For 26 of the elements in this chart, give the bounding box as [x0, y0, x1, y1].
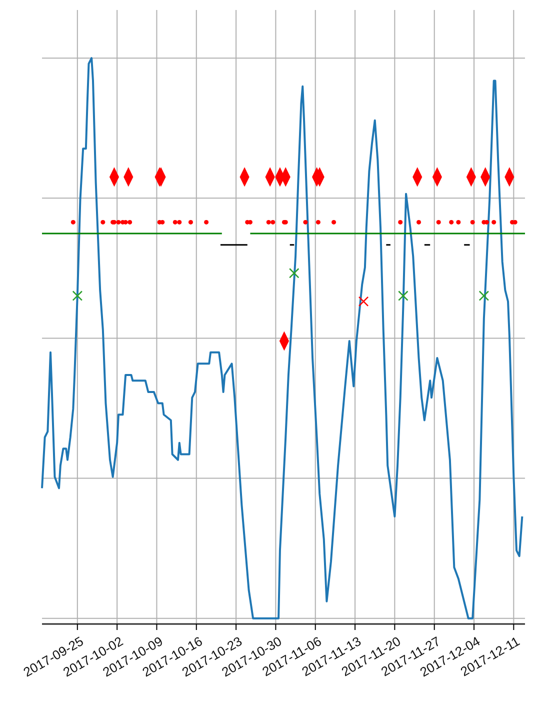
point — [100, 220, 106, 224]
point — [456, 220, 461, 224]
point — [266, 220, 271, 224]
point — [478, 290, 490, 301]
point — [416, 220, 422, 224]
point — [72, 290, 83, 301]
point — [303, 220, 308, 224]
point — [358, 296, 369, 307]
point — [316, 220, 320, 224]
point — [332, 220, 336, 224]
point — [172, 220, 178, 224]
point — [492, 220, 496, 224]
point — [470, 220, 475, 224]
point — [449, 220, 454, 224]
point — [398, 290, 408, 301]
point — [288, 268, 300, 278]
point — [116, 220, 121, 224]
point — [270, 220, 276, 224]
point — [70, 220, 76, 224]
point — [188, 220, 193, 224]
point — [484, 220, 490, 224]
point — [128, 220, 132, 224]
point — [398, 220, 403, 224]
point — [177, 220, 182, 224]
point — [204, 220, 209, 224]
point — [436, 220, 441, 224]
